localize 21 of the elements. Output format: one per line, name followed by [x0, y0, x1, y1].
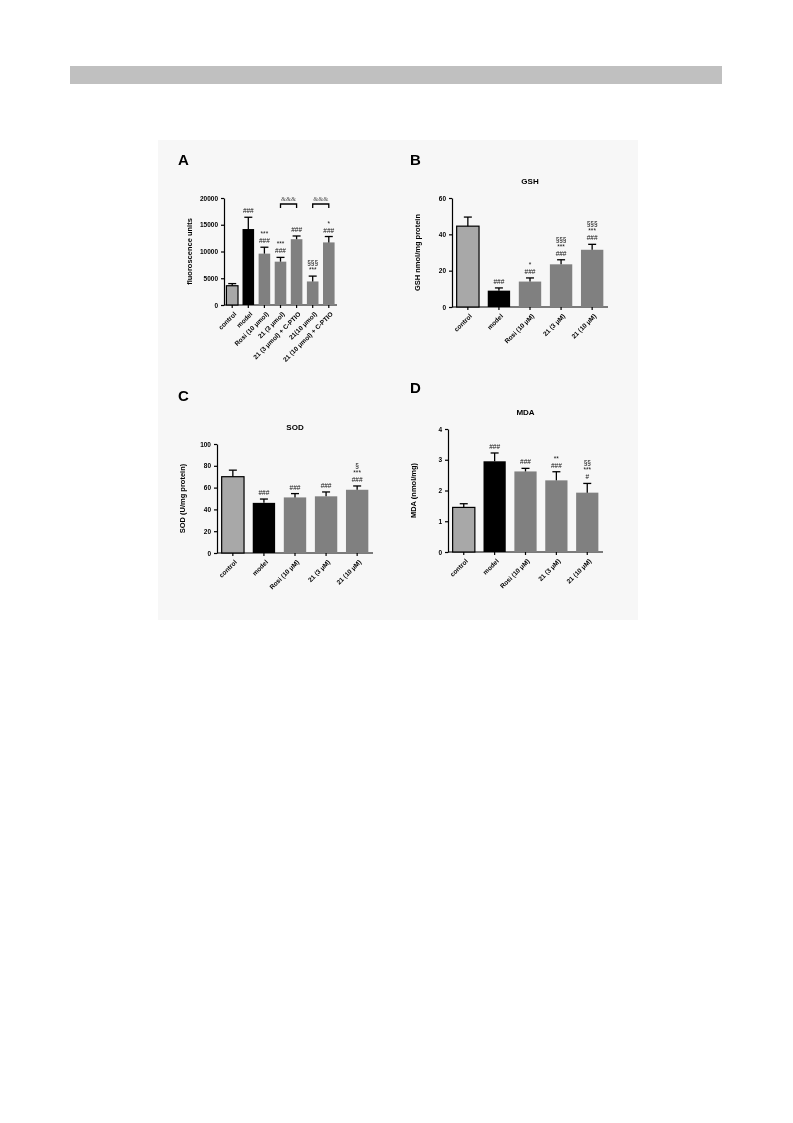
bar [290, 239, 303, 305]
bar [576, 492, 599, 552]
chart-title: A [178, 151, 189, 169]
bar [314, 496, 338, 553]
bar [549, 264, 573, 307]
chart-title: D [410, 379, 421, 397]
chart-subtitle: GSH [521, 177, 539, 186]
bar [345, 489, 369, 553]
bar [514, 471, 537, 552]
bar [545, 480, 568, 552]
chart-title: B [410, 151, 421, 169]
chart-subtitle: MDA [516, 408, 535, 417]
bar [258, 253, 271, 305]
bar [323, 242, 335, 305]
chart-title: C [178, 387, 189, 405]
bar [274, 261, 287, 305]
bar [283, 497, 307, 553]
bar [306, 281, 319, 305]
bar [580, 249, 604, 307]
chart-subtitle: SOD [286, 423, 304, 432]
bar [518, 281, 542, 307]
